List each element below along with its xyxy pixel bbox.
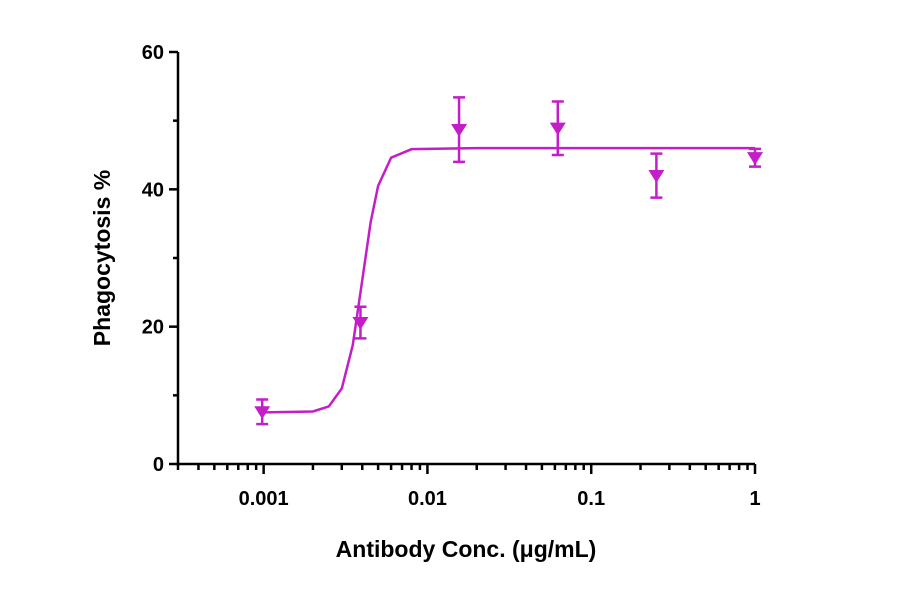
y-tick-label: 40 (142, 179, 164, 201)
point (549, 122, 566, 136)
y-tick-label: 20 (142, 317, 164, 339)
y-tick-label: 0 (153, 454, 164, 476)
x-tick-label: 1 (749, 488, 760, 510)
y-axis-title: Phagocytosis % (89, 170, 115, 346)
fit-curve (258, 146, 755, 414)
x-tick-label: 0.001 (239, 488, 289, 510)
point (648, 170, 665, 183)
x-axis-title: Antibody Conc. (μg/mL) (336, 536, 597, 562)
x-tick-label: 0.01 (408, 488, 447, 510)
x-tick-label: 0.1 (577, 488, 605, 510)
point (747, 152, 763, 165)
point (451, 123, 468, 137)
y-tick-label: 60 (142, 42, 164, 64)
